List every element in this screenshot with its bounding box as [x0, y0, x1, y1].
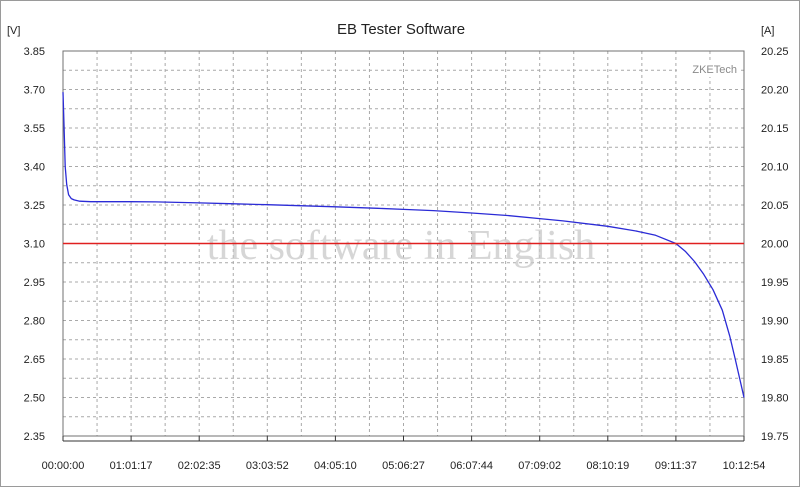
- y-left-ticks: 3.85 3.70 3.55 3.40 3.25 3.10 2.95 2.80 2.65 2.50…: [24, 46, 45, 443]
- x-tick-label: 10:12:54: [723, 460, 766, 472]
- y-right-tick-label: 19.90: [761, 316, 789, 328]
- series-layer: [62, 92, 745, 398]
- y-right-tick-label: 20.15: [761, 123, 789, 135]
- x-tick-label: 02:02:35: [178, 460, 221, 472]
- y-left-tick-label: 3.40: [24, 162, 45, 174]
- x-tick-label: 04:05:10: [314, 460, 357, 472]
- x-tick-label: 01:01:17: [110, 460, 153, 472]
- y-right-tick-label: 20.00: [761, 239, 789, 251]
- y-left-tick-label: 2.50: [24, 393, 45, 405]
- y-left-tick-label: 3.70: [24, 85, 45, 97]
- x-tick-label: 08:10:19: [586, 460, 629, 472]
- voltage-series-line: [62, 92, 745, 398]
- y-right-tick-label: 20.20: [761, 85, 789, 97]
- y-right-ticks: 20.25 20.20 20.15 20.10 20.05 20.00 19.95 19.90…: [761, 46, 789, 443]
- x-axis-ticks: 00:00:00 01:01:17 02:02:35 03:03:52 04:05:10…: [42, 436, 766, 472]
- brand-label: ZKETech: [692, 64, 737, 76]
- y-right-tick-label: 19.95: [761, 277, 789, 289]
- x-tick-label: 06:07:44: [450, 460, 493, 472]
- y-right-unit: [A]: [761, 25, 774, 37]
- y-right-tick-label: 20.25: [761, 46, 789, 58]
- x-tick-label: 03:03:52: [246, 460, 289, 472]
- y-right-tick-label: 19.75: [761, 431, 789, 443]
- watermark-text: the software in English: [207, 223, 595, 269]
- brand-label-bg: [677, 61, 741, 77]
- y-left-tick-label: 3.10: [24, 239, 45, 251]
- y-left-tick-label: 3.85: [24, 46, 45, 58]
- y-left-tick-label: 2.65: [24, 354, 45, 366]
- chart-title: EB Tester Software: [337, 21, 465, 38]
- x-tick-label: 09:11:37: [655, 460, 697, 472]
- y-left-tick-label: 3.55: [24, 123, 45, 135]
- y-left-tick-label: 2.35: [24, 431, 45, 443]
- y-left-tick-label: 2.80: [24, 316, 45, 328]
- y-left-unit: [V]: [7, 25, 20, 37]
- y-right-tick-label: 20.05: [761, 200, 789, 212]
- x-tick-label: 07:09:02: [518, 460, 561, 472]
- y-right-tick-label: 19.85: [761, 354, 789, 366]
- y-right-tick-label: 19.80: [761, 393, 789, 405]
- x-tick-label: 05:06:27: [382, 460, 425, 472]
- y-left-tick-label: 2.95: [24, 277, 45, 289]
- y-left-tick-label: 3.25: [24, 200, 45, 212]
- x-tick-label: 00:00:00: [42, 460, 85, 472]
- y-right-tick-label: 20.10: [761, 162, 789, 174]
